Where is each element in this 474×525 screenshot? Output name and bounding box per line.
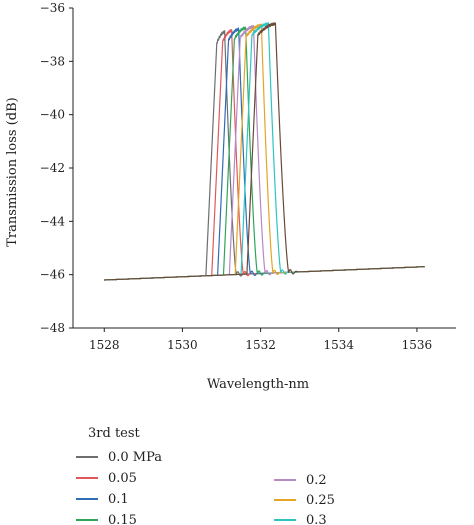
y-tick-label: −36 [40,1,65,15]
x-axis-ticks: 1528 1530 1532 1534 1536 [89,328,432,352]
x-tick-label: 1534 [323,338,354,352]
series-line-2 [104,27,425,281]
y-tick-label: −44 [40,214,66,228]
legend-item-label: 0.2 [306,473,327,488]
legend-item-label: 0.1 [108,492,129,507]
y-tick-label: −42 [40,161,65,175]
x-tick-label: 1528 [89,338,120,352]
y-tick-label: −48 [40,321,65,335]
x-tick-label: 1532 [245,338,276,352]
legend-item-label: 0.3 [306,513,327,525]
legend-item-label: 0.0 MPa [108,450,162,465]
legend-item-label: 0.05 [108,471,137,486]
x-tick-label: 1530 [167,338,198,352]
series-lines [104,22,425,281]
y-axis-ticks: −36 −38 −40 −42 −44 −46 −48 [40,1,73,335]
y-tick-label: −38 [40,54,65,68]
series-line-0 [104,30,425,281]
x-axis-label: Wavelength-nm [207,377,309,392]
series-line-7 [104,22,425,281]
y-tick-label: −40 [40,108,65,122]
series-line-3 [104,26,425,281]
series-line-1 [104,29,425,281]
y-axis-label: Transmission loss (dB) [5,97,20,246]
series-line-5 [104,23,425,281]
series-line-4 [104,24,425,281]
series-line-6 [104,22,425,281]
x-tick-label: 1536 [402,338,433,352]
legend-item-label: 0.15 [108,513,137,525]
legend-title: 3rd test [88,426,141,441]
plot-area [72,8,456,329]
legend-item-label: 0.25 [306,493,335,508]
legend: 3rd test 0.0 MPa0.050.10.150.20.250.30.3… [76,426,335,525]
y-tick-label: −46 [40,268,65,282]
